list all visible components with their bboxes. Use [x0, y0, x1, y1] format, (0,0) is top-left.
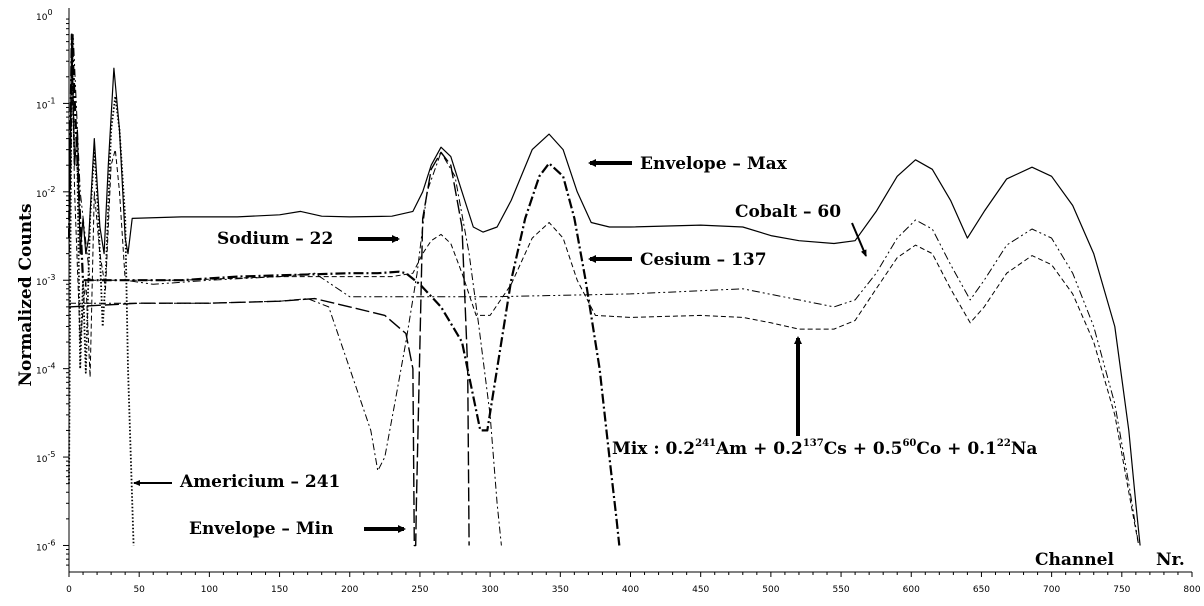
y-tick-label: 100: [36, 8, 53, 23]
x-tick-label: 50: [133, 585, 145, 595]
x-tick-label: 550: [832, 585, 849, 595]
y-tick-label: 10-4: [36, 362, 55, 377]
x-tick-label: 500: [762, 585, 779, 595]
x-tick-label: 200: [341, 585, 358, 595]
x-tick-label: 600: [903, 585, 920, 595]
x-tick-label: 250: [411, 585, 428, 595]
x-tick-label: 750: [1113, 585, 1130, 595]
arrow-cobalt-60: [851, 222, 867, 257]
y-tick-label: 10-1: [36, 96, 55, 111]
x-axis-ticks: 0 50 100 150 200 250 300 350 400 450 500 550 600 650 7…: [66, 572, 1201, 595]
series-line-cesium-2: [68, 33, 621, 546]
annotation-cesium-137: Cesium – 137: [640, 250, 767, 270]
series-layer: [68, 33, 1141, 547]
y-axis-label: Normalized Counts: [16, 203, 36, 386]
y-axis-ticks: 100 10-1 10-2 10-3 10-4 10-5 10-6: [36, 8, 69, 566]
x-tick-label: 100: [201, 585, 218, 595]
series-line-envelope-0: [68, 34, 1141, 546]
x-tick-label: 300: [482, 585, 499, 595]
y-tick-label: 10-2: [36, 185, 55, 200]
x-axis-label-nr: Nr.: [1156, 550, 1185, 570]
annotation-americium-241: Americium – 241: [179, 472, 340, 492]
annotation-cobalt-60: Cobalt – 60: [735, 202, 841, 222]
x-tick-label: 350: [552, 585, 569, 595]
annotation-sodium-22: Sodium – 22: [217, 229, 333, 249]
x-tick-label: 650: [973, 585, 990, 595]
x-tick-label: 0: [66, 585, 72, 595]
series-line-cobalt-4: [68, 34, 1140, 546]
x-tick-label: 400: [622, 585, 639, 595]
x-tick-label: 450: [692, 585, 709, 595]
annotation-envelope-min: Envelope – Min: [189, 519, 333, 539]
series-line-mix-5: [68, 37, 1140, 546]
x-tick-label: 800: [1183, 585, 1200, 595]
annotation-mix: Mix : 0.2241Am + 0.2137Cs + 0.560Co + 0.…: [612, 438, 1037, 459]
annotation-envelope-max: Envelope – Max: [640, 154, 788, 174]
y-tick-label: 10-5: [36, 450, 55, 465]
x-tick-label: 150: [271, 585, 288, 595]
y-tick-label: 10-6: [36, 538, 55, 553]
x-tick-label: 700: [1043, 585, 1060, 595]
series-line-americium-6: [68, 40, 135, 546]
y-tick-label: 10-3: [36, 273, 55, 288]
x-axis-label-channel: Channel: [1035, 550, 1114, 570]
series-line-sodium-3: [69, 151, 502, 546]
